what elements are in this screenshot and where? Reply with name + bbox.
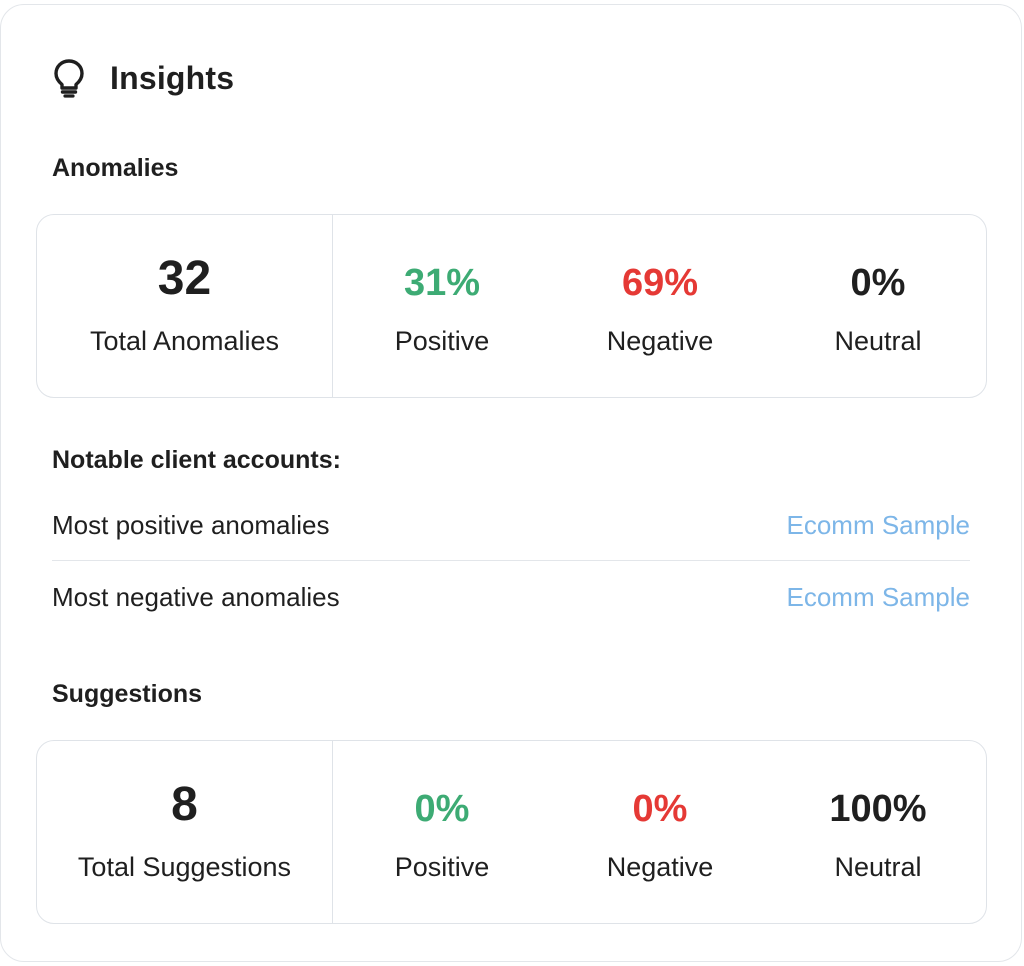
account-link[interactable]: Ecomm Sample bbox=[786, 509, 971, 540]
negative-anomalies-label: Negative bbox=[606, 326, 714, 356]
neutral-anomalies-stat: 0% Neutral bbox=[769, 215, 987, 397]
insights-header: Insights bbox=[52, 58, 234, 98]
positive-suggestions-stat: 0% Positive bbox=[333, 741, 551, 923]
positive-anomalies-stat: 31% Positive bbox=[333, 215, 551, 397]
row-divider bbox=[52, 560, 970, 561]
negative-suggestions-value: 0% bbox=[632, 788, 688, 830]
positive-suggestions-label: Positive bbox=[394, 852, 490, 882]
neutral-anomalies-value: 0% bbox=[850, 262, 906, 304]
account-link[interactable]: Ecomm Sample bbox=[786, 581, 971, 612]
neutral-suggestions-stat: 100% Neutral bbox=[769, 741, 987, 923]
total-anomalies-label: Total Anomalies bbox=[89, 326, 280, 356]
positive-anomalies-label: Positive bbox=[394, 326, 490, 356]
negative-anomalies-stat: 69% Negative bbox=[551, 215, 769, 397]
notable-row-label: Most positive anomalies bbox=[52, 509, 330, 540]
positive-anomalies-value: 31% bbox=[403, 262, 481, 304]
negative-suggestions-stat: 0% Negative bbox=[551, 741, 769, 923]
total-suggestions-label: Total Suggestions bbox=[77, 852, 292, 882]
neutral-suggestions-label: Neutral bbox=[834, 852, 922, 882]
anomalies-section-title: Anomalies bbox=[52, 154, 179, 182]
suggestions-section-title: Suggestions bbox=[52, 680, 203, 708]
notable-row-negative: Most negative anomalies Ecomm Sample bbox=[52, 561, 970, 633]
suggestions-stats-box: 8 Total Suggestions 0% Positive 0% Negat… bbox=[36, 740, 987, 924]
neutral-suggestions-value: 100% bbox=[829, 788, 927, 830]
page-title: Insights bbox=[110, 59, 235, 96]
total-anomalies-stat: 32 Total Anomalies bbox=[37, 215, 332, 397]
notable-row-label: Most negative anomalies bbox=[52, 581, 340, 612]
total-suggestions-value: 8 bbox=[171, 778, 198, 831]
neutral-anomalies-label: Neutral bbox=[834, 326, 922, 356]
notable-row-positive: Most positive anomalies Ecomm Sample bbox=[52, 489, 970, 561]
lightbulb-icon bbox=[54, 59, 84, 98]
negative-anomalies-value: 69% bbox=[621, 262, 699, 304]
total-anomalies-value: 32 bbox=[157, 252, 212, 305]
negative-suggestions-label: Negative bbox=[606, 852, 714, 882]
total-suggestions-stat: 8 Total Suggestions bbox=[37, 741, 332, 923]
positive-suggestions-value: 0% bbox=[414, 788, 470, 830]
anomalies-stats-box: 32 Total Anomalies 31% Positive 69% Nega… bbox=[36, 214, 987, 398]
stats-divider bbox=[332, 215, 333, 397]
stats-divider bbox=[332, 741, 333, 923]
notable-accounts-title: Notable client accounts: bbox=[52, 446, 341, 474]
